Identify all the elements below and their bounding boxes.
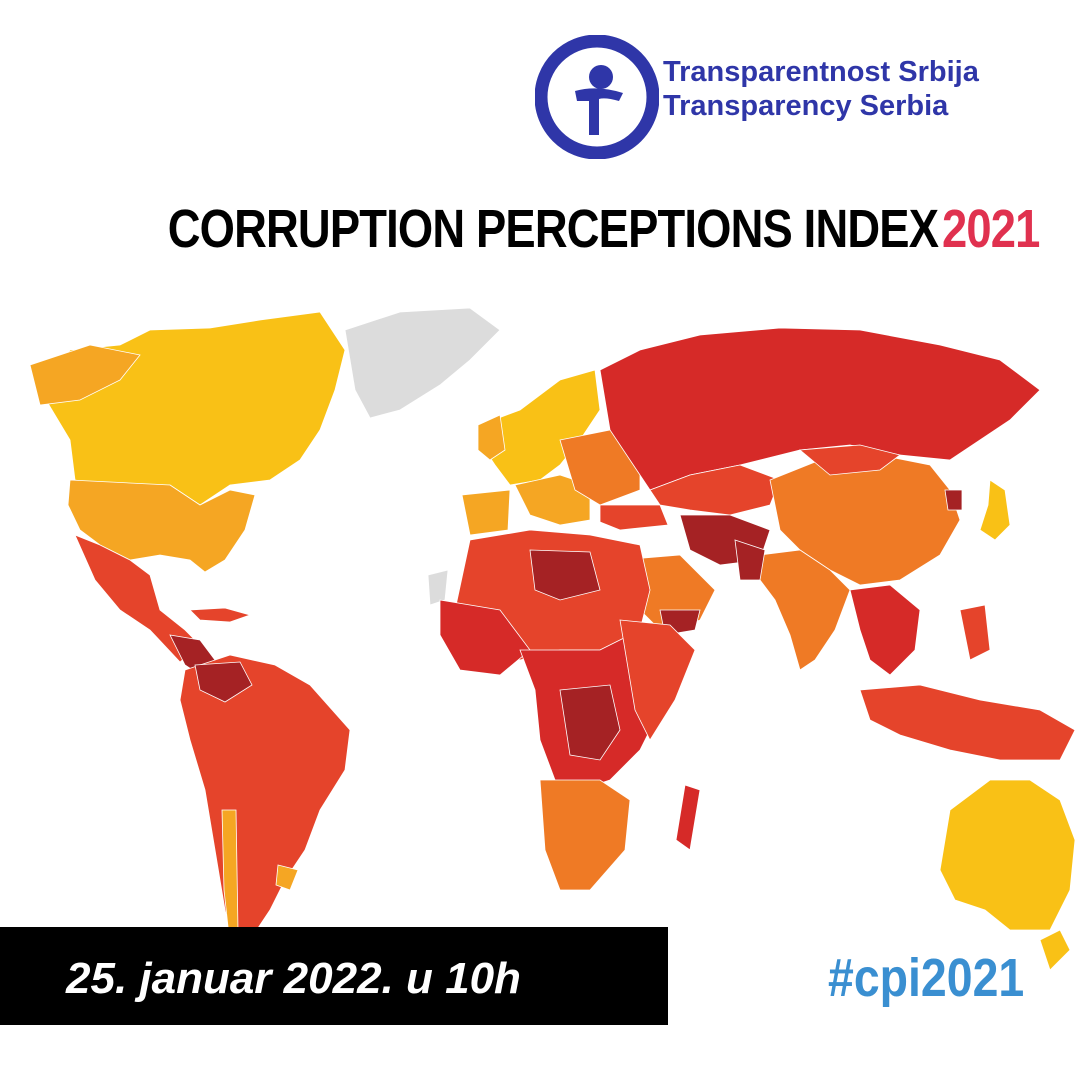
uk-ireland (477, 414, 506, 461)
event-date-text: 25. januar 2022. u 10h (66, 954, 521, 1003)
west-africa (439, 599, 531, 676)
philippines (959, 604, 991, 661)
east-africa (619, 619, 696, 741)
caribbean (189, 607, 252, 623)
mongolia (798, 444, 901, 476)
southern-africa (539, 779, 631, 891)
world-map (29, 307, 1076, 971)
greenland (344, 307, 501, 419)
transparency-person-circle-icon (535, 35, 659, 159)
new-zealand (1039, 929, 1071, 971)
central-asia (649, 464, 781, 516)
venezuela (194, 661, 253, 703)
pakistan (734, 539, 766, 581)
southeast-asia (849, 584, 921, 676)
org-name-en: Transparency Serbia (663, 90, 949, 122)
org-name-sr: Transparentnost Srbija (663, 56, 979, 88)
madagascar (675, 784, 701, 851)
congo (559, 684, 621, 761)
turkey (599, 504, 669, 531)
japan (979, 479, 1011, 541)
title-year: 2021 (942, 199, 1041, 259)
libya (529, 549, 601, 601)
transparency-serbia-logo: Transparentnost Srbija Transparency Serb… (535, 35, 1075, 159)
southern-europe (514, 474, 591, 526)
canada (39, 311, 346, 506)
event-date-banner: 25. januar 2022. u 10h (0, 927, 668, 1025)
western-sahara (427, 569, 449, 606)
alaska (29, 344, 141, 406)
title-text: CORRUPTION PERCEPTIONS INDEX (168, 199, 939, 259)
australia (939, 779, 1076, 931)
uruguay (275, 864, 299, 891)
north-korea (944, 489, 963, 511)
usa (67, 479, 256, 573)
iberia (461, 489, 511, 536)
india (759, 549, 851, 671)
page-title: CORRUPTION PERCEPTIONS INDEX2021 (0, 194, 1080, 264)
hashtag: #cpi2021 (828, 948, 1025, 1008)
south-america (179, 654, 351, 951)
indonesia (859, 684, 1076, 761)
chile-uruguay (221, 809, 239, 947)
mexico (74, 534, 201, 663)
